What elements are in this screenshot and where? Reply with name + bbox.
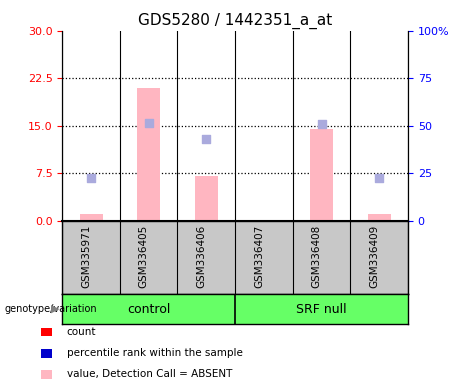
Bar	[137, 88, 160, 221]
Title: GDS5280 / 1442351_a_at: GDS5280 / 1442351_a_at	[138, 13, 332, 29]
Text: GSM336407: GSM336407	[254, 224, 264, 288]
Point	[375, 175, 383, 181]
Text: GSM335971: GSM335971	[81, 224, 91, 288]
Text: GSM336408: GSM336408	[312, 224, 321, 288]
Point	[202, 136, 210, 142]
Point	[145, 120, 152, 126]
Text: genotype/variation: genotype/variation	[5, 304, 97, 314]
Text: GSM336406: GSM336406	[196, 224, 206, 288]
Bar	[195, 177, 218, 221]
Text: count: count	[67, 327, 96, 337]
Text: ▶: ▶	[52, 304, 60, 314]
Point	[88, 175, 95, 181]
Text: SRF null: SRF null	[296, 303, 347, 316]
Point	[318, 121, 325, 127]
Text: GSM336409: GSM336409	[369, 224, 379, 288]
Bar	[368, 214, 390, 221]
Text: percentile rank within the sample: percentile rank within the sample	[67, 348, 243, 358]
Text: control: control	[127, 303, 171, 316]
Bar	[310, 129, 333, 221]
Text: value, Detection Call = ABSENT: value, Detection Call = ABSENT	[67, 369, 232, 379]
Text: GSM336405: GSM336405	[139, 224, 148, 288]
Bar	[79, 214, 102, 221]
Bar	[253, 220, 276, 221]
